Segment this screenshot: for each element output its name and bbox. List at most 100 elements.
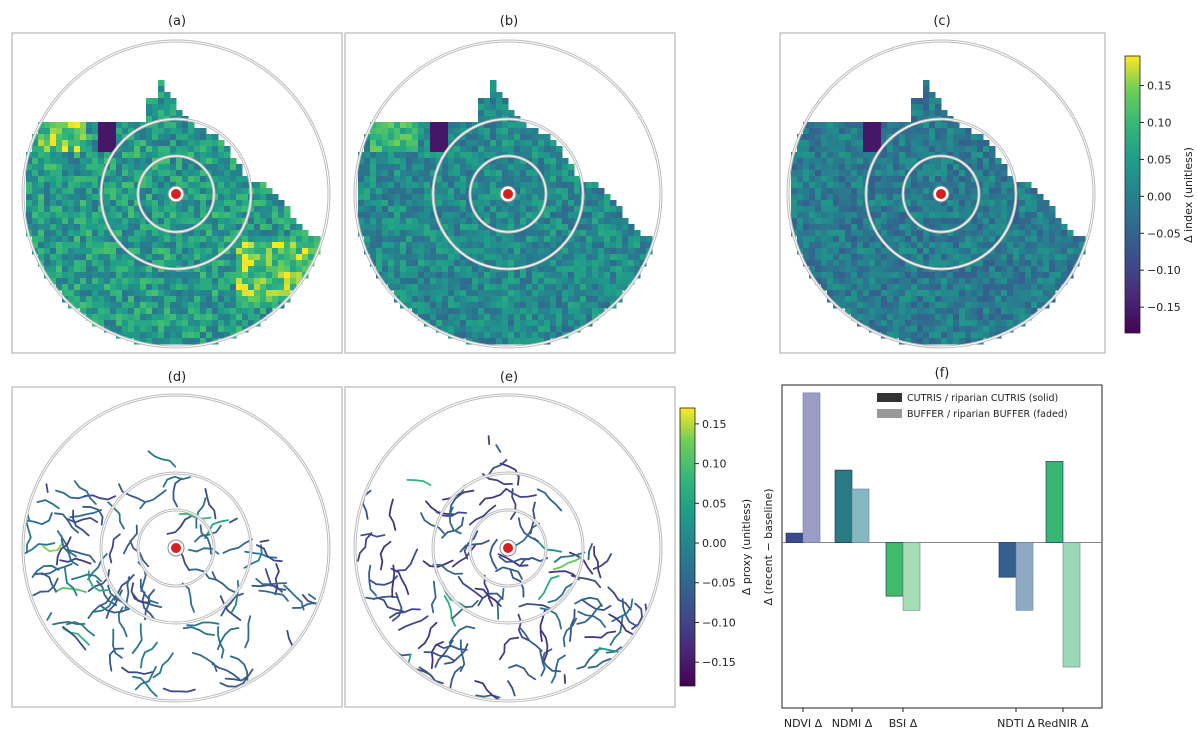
map-cell: [236, 272, 243, 279]
map-cell: [478, 254, 485, 261]
map-cell: [62, 218, 69, 225]
map-cell: [430, 260, 437, 267]
map-cell: [442, 236, 449, 243]
map-cell: [881, 290, 888, 297]
map-cell: [1013, 242, 1020, 249]
map-cell: [242, 254, 249, 261]
map-cell: [206, 272, 213, 279]
map-cell: [562, 278, 569, 285]
stream-segment: [631, 602, 643, 630]
map-cell: [893, 158, 900, 165]
map-cell: [164, 122, 171, 129]
map-cell: [875, 326, 882, 333]
map-cell: [212, 326, 219, 333]
map-cell: [122, 182, 129, 189]
map-cell: [290, 272, 297, 279]
map-cell: [845, 176, 852, 183]
map-cell: [989, 194, 996, 201]
map-cell: [1073, 236, 1080, 243]
map-cell: [206, 266, 213, 273]
map-cell: [1067, 242, 1074, 249]
map-cell: [74, 230, 81, 237]
map-cell: [911, 134, 918, 141]
map-cell: [514, 170, 521, 177]
map-cell: [556, 170, 563, 177]
map-cell: [1031, 230, 1038, 237]
map-cell: [622, 284, 629, 291]
map-cell: [376, 158, 383, 165]
map-cell: [496, 200, 503, 207]
map-cell: [212, 200, 219, 207]
map-cell: [188, 254, 195, 261]
map-cell: [224, 254, 231, 261]
stream-segment: [474, 680, 501, 702]
map-cell: [236, 224, 243, 231]
map-cell: [1043, 266, 1050, 273]
map-cell: [520, 146, 527, 153]
map-cell: [833, 194, 840, 201]
stream-segment: [172, 477, 183, 508]
map-cell: [56, 176, 63, 183]
map-cell: [971, 152, 978, 159]
map-cell: [532, 194, 539, 201]
map-cell: [941, 314, 948, 321]
map-cell: [382, 122, 389, 129]
map-cell: [863, 128, 870, 135]
map-cell: [923, 296, 930, 303]
stream-segment: [581, 599, 612, 612]
map-cell: [905, 194, 912, 201]
map-cell: [406, 212, 413, 219]
map-cell: [128, 152, 135, 159]
map-cell: [478, 140, 485, 147]
map-cell: [454, 248, 461, 255]
map-cell: [941, 296, 948, 303]
stream-segment: [121, 666, 153, 675]
map-cell: [448, 224, 455, 231]
map-cell: [176, 236, 183, 243]
map-cell: [134, 260, 141, 267]
map-cell: [164, 272, 171, 279]
map-cell: [466, 176, 473, 183]
map-cell: [833, 218, 840, 225]
map-cell: [176, 284, 183, 291]
map-cell: [158, 296, 165, 303]
map-cell: [526, 254, 533, 261]
map-cell: [400, 242, 407, 249]
map-cell: [418, 152, 425, 159]
map-cell: [1073, 248, 1080, 255]
map-cell: [827, 158, 834, 165]
stream-segment: [540, 630, 549, 662]
map-cell: [1001, 278, 1008, 285]
map-cell: [490, 284, 497, 291]
map-cell: [140, 242, 147, 249]
map-cell: [622, 218, 629, 225]
stream-segment: [539, 650, 562, 673]
map-cell: [212, 260, 219, 267]
map-cell: [194, 290, 201, 297]
map-cell: [460, 266, 467, 273]
map-cell: [212, 266, 219, 273]
map-cell: [50, 278, 57, 285]
map-cell: [200, 338, 207, 345]
map-cell: [550, 308, 557, 315]
map-cell: [254, 188, 261, 195]
map-cell: [839, 128, 846, 135]
map-cell: [983, 176, 990, 183]
map-cell: [290, 266, 297, 273]
stream-segment: [379, 540, 392, 571]
map-cell: [1025, 308, 1032, 315]
map-cell: [508, 218, 515, 225]
map-cell: [797, 164, 804, 171]
map-cell: [200, 224, 207, 231]
map-cell: [44, 266, 51, 273]
map-cell: [538, 140, 545, 147]
map-cell: [122, 260, 129, 267]
map-cell: [556, 218, 563, 225]
map-cell: [520, 206, 527, 213]
map-cell: [454, 128, 461, 135]
map-cell: [899, 200, 906, 207]
map-cell: [400, 254, 407, 261]
map-cell: [62, 140, 69, 147]
map-cell: [833, 134, 840, 141]
map-cell: [158, 218, 165, 225]
